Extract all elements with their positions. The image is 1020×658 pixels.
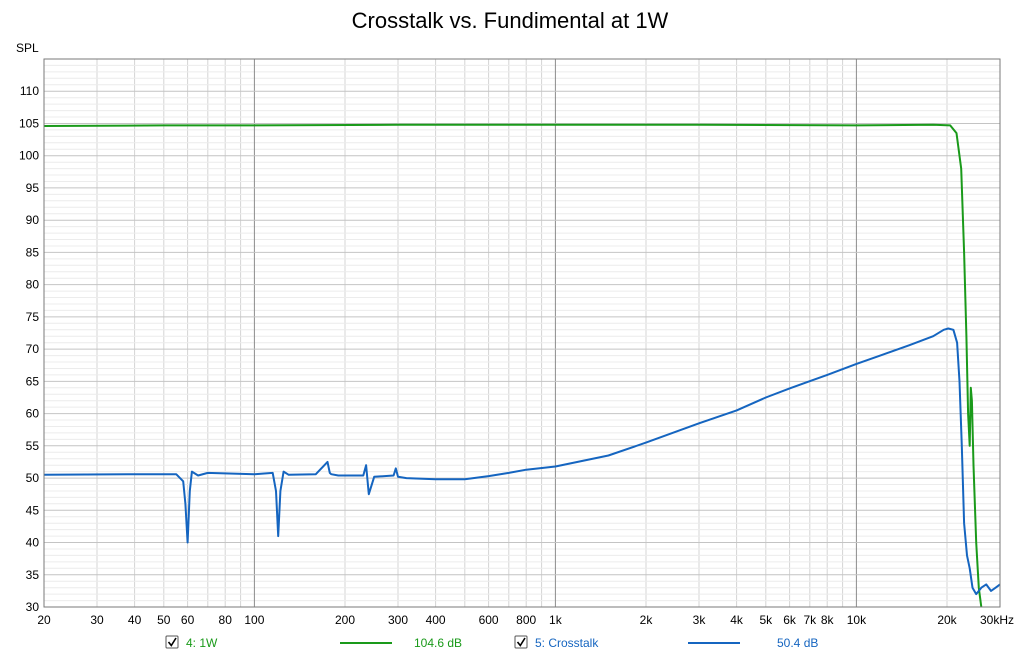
y-axis-label: SPL [16,41,39,55]
x-tick-label: 1k [549,613,563,627]
x-tick-labels: 20 30 40 50 60 80 100 200 300 400 600 800 1k 2k 3k 4k 5k… [37,613,1014,627]
x-tick-label: 7k [803,613,817,627]
x-tick-label: 300 [388,613,408,627]
legend-item-series-2[interactable]: 5: Crosstalk 50.4 dB [514,635,818,650]
y-tick-label: 75 [26,310,40,324]
y-tick-label: 90 [26,213,40,227]
x-tick-label: 50 [157,613,171,627]
x-tick-label: 2k [640,613,654,627]
legend-series-1-name: 4: 1W [186,636,218,650]
check-icon [516,637,526,647]
chart-title: Crosstalk vs. Fundimental at 1W [351,8,669,33]
y-tick-label: 85 [26,245,40,259]
plot-area [43,58,1001,608]
y-tick-label: 40 [26,536,40,550]
y-tick-label: 30 [26,600,40,614]
legend-checkbox-series-1[interactable] [165,635,179,649]
y-tick-label: 45 [26,503,40,517]
series-line-2 [43,327,1001,596]
x-tick-label: 8k [821,613,835,627]
x-tick-label: 30 [90,613,104,627]
x-tick-label: 20k [937,613,957,627]
y-tick-label: 65 [26,374,40,388]
y-tick-label: 70 [26,342,40,356]
x-tick-label: 200 [335,613,355,627]
x-tick-label: 400 [426,613,446,627]
series-line-1 [43,123,983,608]
y-tick-label: 50 [26,471,40,485]
check-icon [167,637,177,647]
y-tick-labels: 30 35 40 45 50 55 60 65 70 75 80 85 90 95 100 105 110 [19,84,39,614]
y-tick-label: 60 [26,407,40,421]
legend-checkbox-series-2[interactable] [514,635,528,649]
x-tick-label: 800 [516,613,536,627]
x-tick-label: 3k [693,613,707,627]
grid-minor [43,59,1001,607]
x-tick-label: 80 [219,613,233,627]
x-tick-label: 4k [730,613,744,627]
legend: 4: 1W 104.6 dB 5: Crosstalk 50.4 dB [165,635,818,650]
x-tick-label: 10k [847,613,867,627]
y-tick-label: 35 [26,568,40,582]
y-tick-label: 100 [19,149,39,163]
plot-frame [43,58,1001,608]
x-tick-label: 100 [244,613,264,627]
x-tick-label: 60 [181,613,195,627]
series-group [43,123,1001,608]
legend-series-2-name: 5: Crosstalk [535,636,599,650]
x-tick-label: 40 [128,613,142,627]
x-tick-label: 30kHz [980,613,1014,627]
legend-item-series-1[interactable]: 4: 1W 104.6 dB [165,635,462,650]
x-tick-label: 20 [37,613,51,627]
y-tick-label: 105 [19,117,39,131]
y-tick-label: 80 [26,278,40,292]
legend-series-2-value: 50.4 dB [777,636,818,650]
y-tick-label: 95 [26,181,40,195]
legend-series-1-value: 104.6 dB [414,636,462,650]
x-tick-label: 600 [479,613,499,627]
x-tick-label: 5k [759,613,773,627]
x-tick-label: 6k [783,613,797,627]
y-tick-label: 110 [20,84,39,98]
y-tick-label: 55 [26,439,40,453]
